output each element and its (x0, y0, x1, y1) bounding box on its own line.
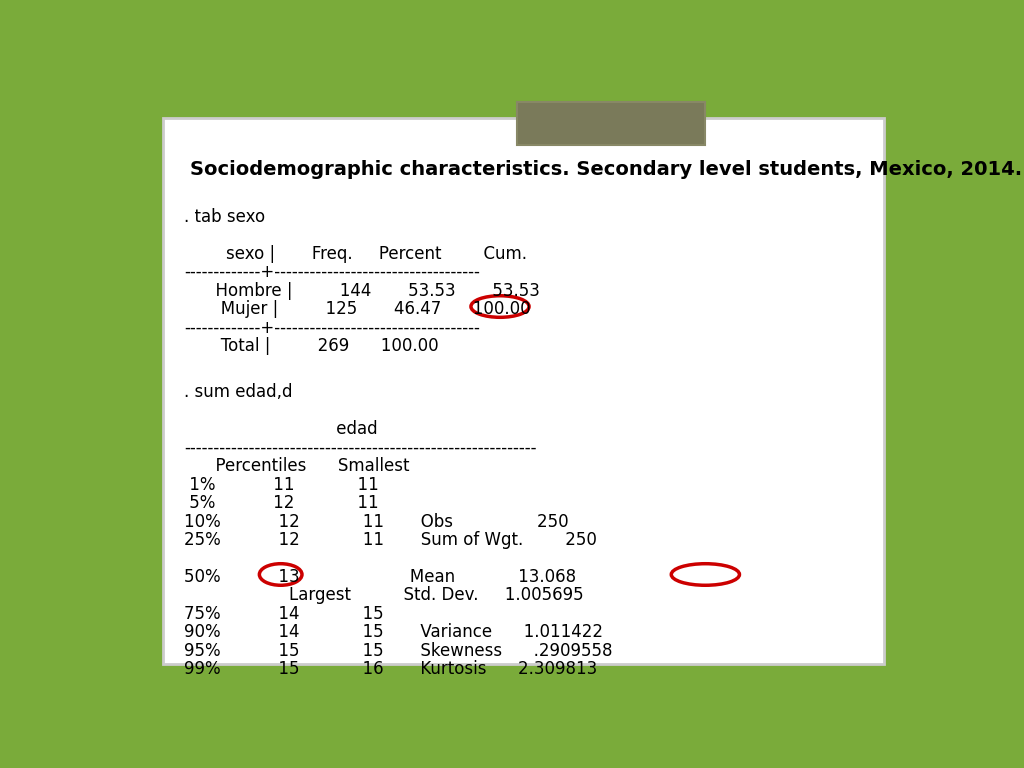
Text: sexo |       Freq.     Percent        Cum.: sexo | Freq. Percent Cum. (183, 245, 526, 263)
Text: edad: edad (183, 420, 378, 439)
Text: ------------------------------------------------------------: ----------------------------------------… (183, 439, 537, 457)
Text: 50%           13                     Mean            13.068: 50% 13 Mean 13.068 (183, 568, 575, 586)
Text: 75%           14            15: 75% 14 15 (183, 605, 383, 623)
Text: . tab sexo: . tab sexo (183, 207, 265, 226)
Text: 90%           14            15       Variance      1.011422: 90% 14 15 Variance 1.011422 (183, 624, 603, 641)
Text: Percentiles      Smallest: Percentiles Smallest (183, 457, 410, 475)
Text: 95%           15            15       Skewness      .2909558: 95% 15 15 Skewness .2909558 (183, 642, 612, 660)
Text: . sum edad,d: . sum edad,d (183, 383, 292, 401)
Text: 1%           11            11: 1% 11 11 (183, 475, 379, 494)
Text: Largest          Std. Dev.     1.005695: Largest Std. Dev. 1.005695 (183, 587, 584, 604)
FancyBboxPatch shape (163, 118, 884, 664)
FancyBboxPatch shape (517, 102, 705, 144)
Text: 25%           12            11       Sum of Wgt.        250: 25% 12 11 Sum of Wgt. 250 (183, 531, 597, 549)
Text: Sociodemographic characteristics. Secondary level students, Mexico, 2014.: Sociodemographic characteristics. Second… (190, 160, 1022, 179)
Text: -------------+-----------------------------------: -------------+--------------------------… (183, 319, 479, 336)
Text: Mujer |         125       46.47      100.00: Mujer | 125 46.47 100.00 (183, 300, 530, 318)
Text: 10%           12            11       Obs                250: 10% 12 11 Obs 250 (183, 512, 568, 531)
Text: 99%           15            16       Kurtosis      2.309813: 99% 15 16 Kurtosis 2.309813 (183, 660, 597, 678)
Text: Total |         269      100.00: Total | 269 100.00 (183, 337, 438, 355)
Text: -------------+-----------------------------------: -------------+--------------------------… (183, 263, 479, 281)
Text: 5%           12            11: 5% 12 11 (183, 494, 379, 512)
Text: Hombre |         144       53.53       53.53: Hombre | 144 53.53 53.53 (183, 282, 540, 300)
